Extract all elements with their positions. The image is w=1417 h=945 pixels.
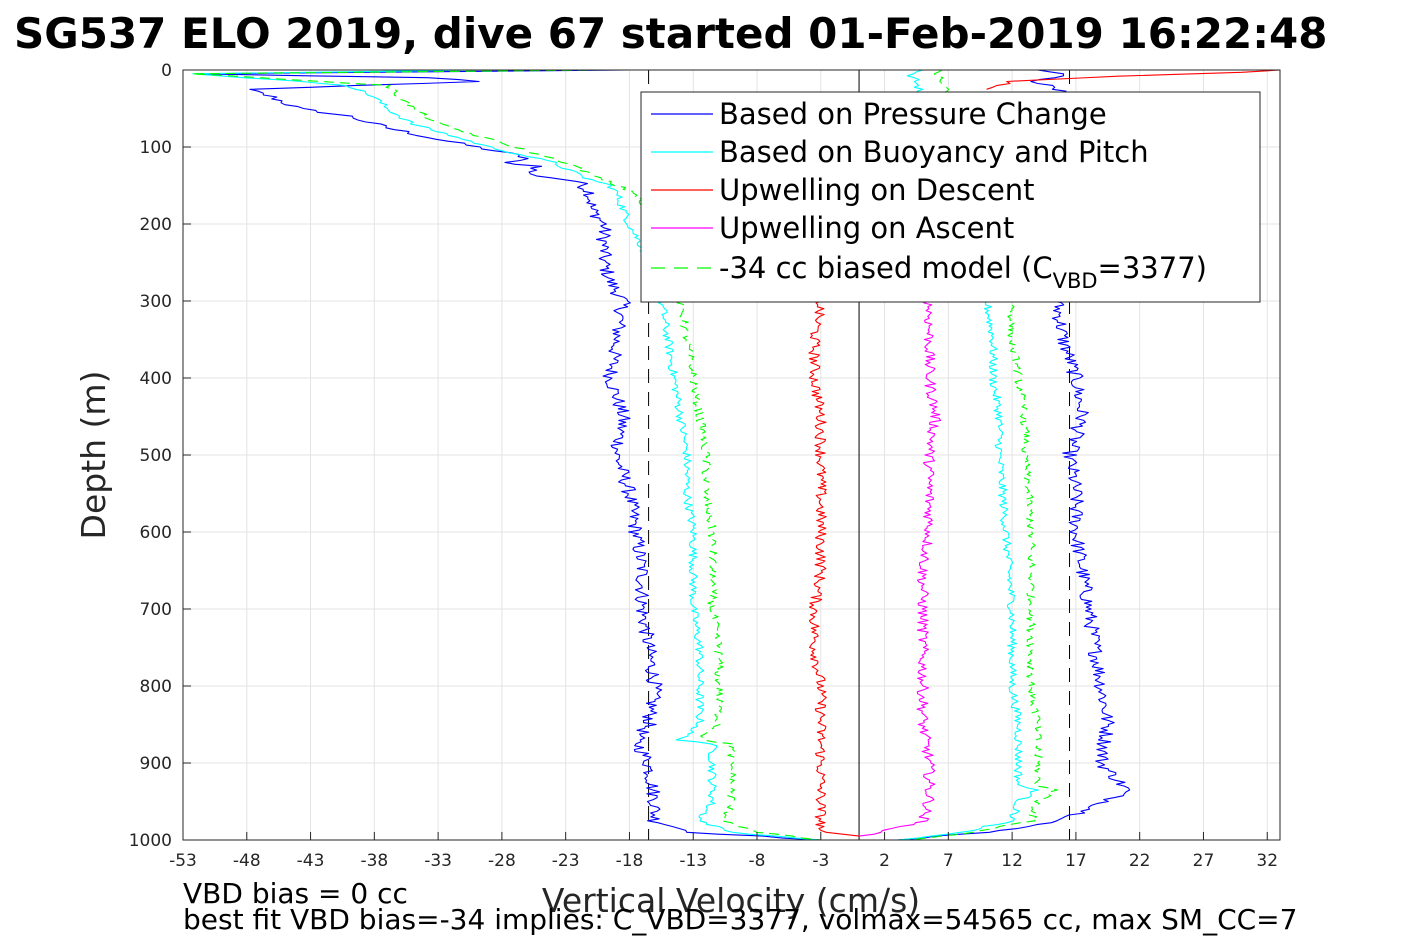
- x-tick-label: -53: [169, 851, 197, 871]
- x-tick-label: -13: [679, 851, 707, 871]
- x-tick-label: 7: [943, 851, 954, 871]
- y-tick-label: 900: [140, 754, 172, 774]
- x-tick-label: -33: [424, 851, 452, 871]
- legend-model-tail: =3377): [1098, 251, 1207, 285]
- x-tick-label: 32: [1256, 851, 1278, 871]
- legend-entry-ascent: Upwelling on Ascent: [719, 211, 1014, 245]
- y-tick-label: 400: [140, 369, 172, 389]
- x-axis-label: Vertical Velocity (cm/s): [542, 881, 920, 920]
- best-fit-note: best fit VBD bias=-34 implies: C_VBD=337…: [183, 903, 1297, 936]
- x-tick-label: -3: [812, 851, 829, 871]
- x-tick-label: -43: [297, 851, 325, 871]
- x-tick-label: 2: [879, 851, 890, 871]
- x-tick-label: -8: [749, 851, 766, 871]
- legend-model-main: -34 cc biased model (C: [719, 251, 1053, 285]
- x-tick-label: 17: [1065, 851, 1087, 871]
- y-tick-label: 600: [140, 523, 172, 543]
- y-axis-label: Depth (m): [74, 371, 113, 540]
- x-tick-label: -23: [552, 851, 580, 871]
- x-axis-ticks: -53 -48 -43 -38 -33 -28 -23 -18 -13 -8 -3 2 7 12 17 22 2…: [169, 832, 1278, 871]
- legend-model-subscript: VBD: [1053, 269, 1098, 293]
- series-line-3-branch-0: [859, 300, 942, 837]
- chart-title: SG537 ELO 2019, dive 67 started 01-Feb-2…: [14, 9, 1327, 58]
- legend: Based on Pressure Change Based on Buoyan…: [640, 91, 1261, 303]
- vbd-bias-note: VBD bias = 0 cc: [183, 877, 408, 910]
- y-axis-ticks: 0 100 200 300 400 500 600 700 800 900 1000: [129, 61, 191, 851]
- x-tick-label: -28: [488, 851, 516, 871]
- y-tick-label: 0: [161, 61, 172, 81]
- x-tick-label: 12: [1001, 851, 1023, 871]
- series-line-2-branch-1: [986, 70, 1280, 90]
- x-tick-label: 22: [1129, 851, 1151, 871]
- legend-entry-buoyancy: Based on Buoyancy and Pitch: [719, 135, 1149, 169]
- y-tick-label: 700: [140, 600, 172, 620]
- legend-entry-descent: Upwelling on Descent: [719, 173, 1035, 207]
- y-tick-label: 500: [140, 446, 172, 466]
- legend-entry-model: -34 cc biased model (CVBD=3377): [719, 251, 1207, 293]
- series-line-2-branch-0: [808, 300, 860, 837]
- x-tick-label: -48: [233, 851, 261, 871]
- y-tick-label: 1000: [129, 831, 172, 851]
- y-tick-label: 300: [140, 292, 172, 312]
- x-tick-label: -18: [616, 851, 644, 871]
- x-tick-label: -38: [360, 851, 388, 871]
- series-line-0-branch-0: [197, 70, 821, 840]
- legend-entry-pressure: Based on Pressure Change: [719, 97, 1107, 131]
- y-tick-label: 800: [140, 677, 172, 697]
- series-line-4-branch-0: [191, 70, 821, 840]
- y-tick-label: 200: [140, 215, 172, 235]
- legend-box: [640, 91, 1261, 303]
- x-tick-label: 27: [1193, 851, 1215, 871]
- series-line-1-branch-0: [192, 70, 821, 840]
- y-tick-label: 100: [140, 138, 172, 158]
